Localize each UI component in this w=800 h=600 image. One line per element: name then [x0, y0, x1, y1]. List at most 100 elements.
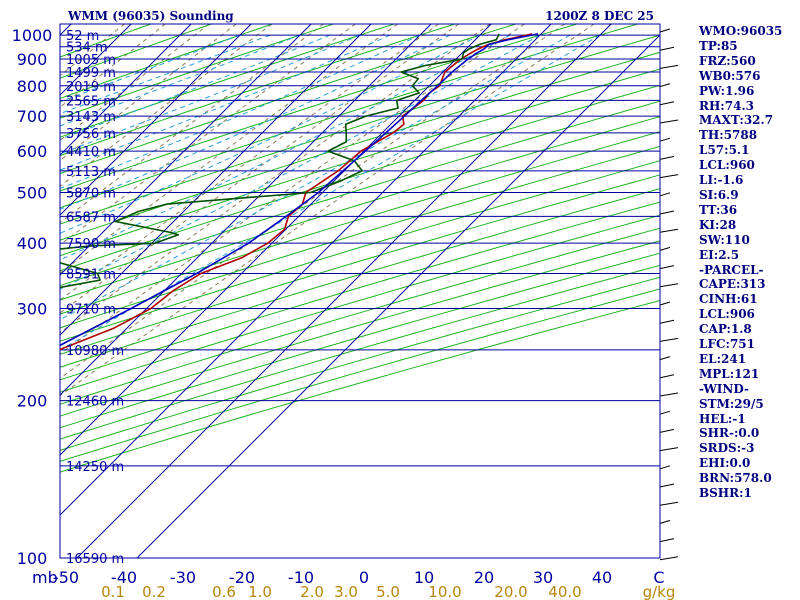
height-label: 3143 m	[66, 110, 116, 125]
height-label: 52 m	[66, 29, 99, 44]
wind-barbs	[659, 28, 679, 561]
temperature-tick-label: 30	[533, 568, 553, 587]
wind-barb	[659, 538, 675, 543]
dry-adiabat	[60, 24, 273, 100]
dry-adiabats	[60, 24, 660, 473]
dry-adiabat	[60, 276, 660, 451]
index-item: -WIND-	[699, 381, 749, 396]
wind-barb	[659, 155, 675, 160]
height-label: 4410 m	[66, 145, 116, 160]
index-item: WMO:96035	[699, 24, 783, 38]
dry-adiabat	[60, 214, 660, 393]
mixing-ratio-line	[60, 24, 491, 334]
index-item: MPL:121	[699, 366, 760, 381]
index-item: LI:-1.6	[699, 173, 744, 188]
index-item: LCL:906	[699, 307, 755, 322]
wind-barb	[659, 192, 671, 197]
pressure-tick-label: 400	[17, 234, 48, 253]
dry-adiabat	[60, 84, 660, 272]
isotherm-line	[60, 24, 192, 156]
mixing-ratio-line	[60, 24, 166, 108]
dry-adiabat	[60, 24, 395, 138]
height-label: 2019 m	[66, 80, 116, 95]
index-item: EL:241	[699, 351, 747, 366]
dry-adiabat	[60, 201, 660, 381]
temperature-tick-label: -50	[53, 568, 79, 587]
temperature-tick-label: C	[653, 568, 664, 587]
temperature-tick-label: -40	[111, 568, 137, 587]
dry-adiabat	[60, 34, 660, 225]
wind-barb	[659, 64, 679, 69]
dewpoint-profile	[60, 33, 500, 289]
isotherm-line	[60, 24, 492, 456]
dry-adiabat	[60, 188, 660, 368]
indices-panel: WMO:96035 TP:85 FRZ:560 WB0:576 PW:1.96 RH:74…	[699, 24, 799, 501]
index-item: L57:5.1	[699, 143, 750, 158]
dry-adiabat	[60, 252, 660, 429]
mixing-ratio-line	[60, 24, 324, 224]
isotherm-line	[60, 24, 372, 336]
wind-barb	[659, 119, 679, 124]
mixing-ratio-tick-label: 2.0	[300, 583, 324, 600]
chart-timestamp: 1200Z 8 DEC 25	[545, 9, 654, 23]
index-item: LFC:751	[699, 337, 755, 352]
moist-adiabat	[60, 34, 451, 210]
mixing-ratio-line	[60, 24, 125, 77]
mixing-ratio-tick-label: 0.2	[142, 583, 166, 600]
height-label: 5113 m	[66, 165, 116, 180]
dry-adiabat	[60, 240, 660, 417]
isotherm-line	[136, 34, 660, 558]
dry-adiabat	[60, 227, 660, 405]
chart-title: WMM (96035) Sounding	[67, 9, 234, 23]
index-item: TP:85	[699, 38, 738, 53]
index-item: EI:2.5	[699, 247, 740, 262]
dry-adiabat	[60, 24, 456, 157]
dry-adiabat	[60, 264, 660, 440]
wind-barb	[659, 519, 671, 524]
dry-adiabat	[60, 116, 660, 301]
wind-barb	[659, 410, 671, 415]
mixing-ratio-tick-label: 10.0	[428, 583, 461, 600]
wind-barb	[659, 392, 679, 397]
index-item: BRN:578.0	[699, 471, 772, 486]
index-item: HEL:-1	[699, 411, 746, 426]
index-item: TT:36	[699, 202, 738, 217]
index-item: EHI:0.0	[699, 456, 751, 471]
mixing-ratio-tick-label: 3.0	[334, 583, 358, 600]
pressure-tick-label: 600	[17, 142, 48, 161]
height-label: 10980 m	[66, 344, 124, 359]
dry-adiabat	[60, 131, 660, 315]
isotherm-line	[0, 24, 11, 558]
isotherm-line	[76, 24, 612, 558]
index-item: WB0:576	[699, 68, 761, 83]
isobars	[60, 34, 660, 558]
moist-adiabat	[60, 34, 361, 155]
dry-adiabat	[60, 100, 660, 287]
index-item: MAXT:32.7	[699, 113, 774, 128]
wind-barb	[659, 465, 671, 470]
index-item: SHR-:0.0	[699, 426, 760, 441]
mixing-ratio-tick-label: g/kg	[643, 583, 676, 600]
mixing-ratio-line	[60, 24, 237, 162]
height-label: 2565 m	[66, 94, 116, 109]
index-item: PW:1.96	[699, 83, 755, 98]
mixing-ratio-line	[60, 24, 525, 355]
pressure-tick-label: 200	[17, 392, 48, 411]
temperature-tick-label: 40	[592, 568, 612, 587]
pressure-tick-label: 1000	[12, 26, 53, 45]
pressure-tick-label: 500	[17, 183, 48, 202]
wind-barb	[659, 501, 679, 506]
mixing-ratio-line	[60, 24, 565, 379]
temperature-tick-label: -30	[170, 568, 196, 587]
pressure-tick-label: 900	[17, 50, 48, 69]
index-item: CINH:61	[699, 292, 758, 307]
mixing-ratio-tick-label: 0.1	[101, 583, 125, 600]
mixing-ratio-tick-label: 40.0	[548, 583, 581, 600]
dry-adiabat	[60, 24, 212, 79]
height-label: 14250 m	[66, 460, 124, 475]
moist-adiabat	[60, 34, 331, 140]
height-label: 9710 m	[66, 303, 116, 318]
wind-barb	[659, 428, 675, 433]
wind-barb	[659, 210, 675, 215]
